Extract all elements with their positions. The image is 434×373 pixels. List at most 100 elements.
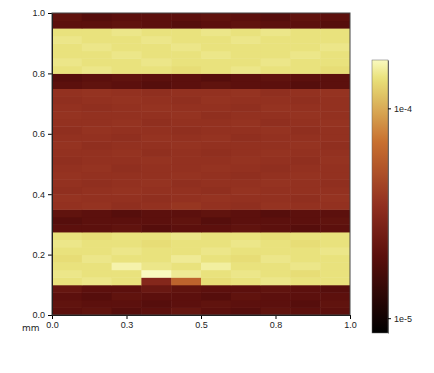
cell [261,224,291,232]
cell [201,51,231,59]
cell [231,21,261,29]
cell [82,179,112,187]
cell [141,111,171,119]
cell [141,36,171,44]
cell [171,13,201,21]
cell [320,277,350,285]
cell [320,247,350,255]
cell [320,232,350,240]
cell [231,164,261,172]
cell [82,36,112,44]
cell [320,156,350,164]
cell [231,134,261,142]
cell [112,104,142,112]
cell [261,89,291,97]
cell [201,21,231,29]
y-tick: 1.0 [32,8,52,18]
cell [261,262,291,270]
cell [171,270,201,278]
colorbar-tick: 1e-5 [388,314,412,324]
cell [52,28,82,36]
cell [141,104,171,112]
cell [112,81,142,89]
cell [320,255,350,263]
cell [82,172,112,180]
x-tick: 1.0 [344,315,357,330]
cell [171,134,201,142]
cell [52,43,82,51]
cell [290,307,320,315]
y-tick-label: 0.8 [32,69,45,79]
y-tick-mark [48,315,52,316]
cell [231,96,261,104]
cell [52,172,82,180]
cell [52,149,82,157]
cell [112,217,142,225]
cell [261,13,291,21]
cell [201,81,231,89]
cell [320,141,350,149]
cell [171,240,201,248]
cell [231,240,261,248]
cell [261,66,291,74]
cell [320,292,350,300]
cell [171,307,201,315]
colorbar-tick-mark [388,318,391,319]
cell [171,111,201,119]
cell [261,21,291,29]
cell [290,134,320,142]
cell [82,285,112,293]
cell [261,232,291,240]
cell [52,187,82,195]
cell [261,187,291,195]
cell [112,141,142,149]
cell [231,43,261,51]
cell [261,277,291,285]
cell [231,217,261,225]
x-tick: 0.3 [121,315,134,330]
cell [320,13,350,21]
cell [171,202,201,210]
cell [141,224,171,232]
cell [231,13,261,21]
cell [52,247,82,255]
x-tick: 0.0 [46,315,59,330]
cell [52,58,82,66]
colorbar-tick-label: 1e-5 [394,314,412,324]
cell [82,119,112,127]
cell [171,277,201,285]
cell [52,13,82,21]
cell [52,96,82,104]
cell [290,209,320,217]
cell [261,172,291,180]
cell [201,66,231,74]
cell [52,307,82,315]
cell [261,202,291,210]
x-tick-label: 0.5 [195,320,208,330]
cell [320,307,350,315]
cell [141,232,171,240]
cell [171,156,201,164]
cell [290,172,320,180]
cell [171,81,201,89]
cell [141,172,171,180]
cell [231,202,261,210]
cell [171,187,201,195]
cell [320,179,350,187]
cell [171,104,201,112]
cell [290,164,320,172]
cell [201,58,231,66]
cell [201,111,231,119]
cell [290,277,320,285]
plot-frame [52,13,350,315]
cells [52,13,350,315]
cell [231,149,261,157]
cell [320,28,350,36]
cell [82,96,112,104]
cell [201,285,231,293]
cell [112,149,142,157]
cell [171,232,201,240]
cell [82,187,112,195]
cell [320,104,350,112]
cell [290,240,320,248]
